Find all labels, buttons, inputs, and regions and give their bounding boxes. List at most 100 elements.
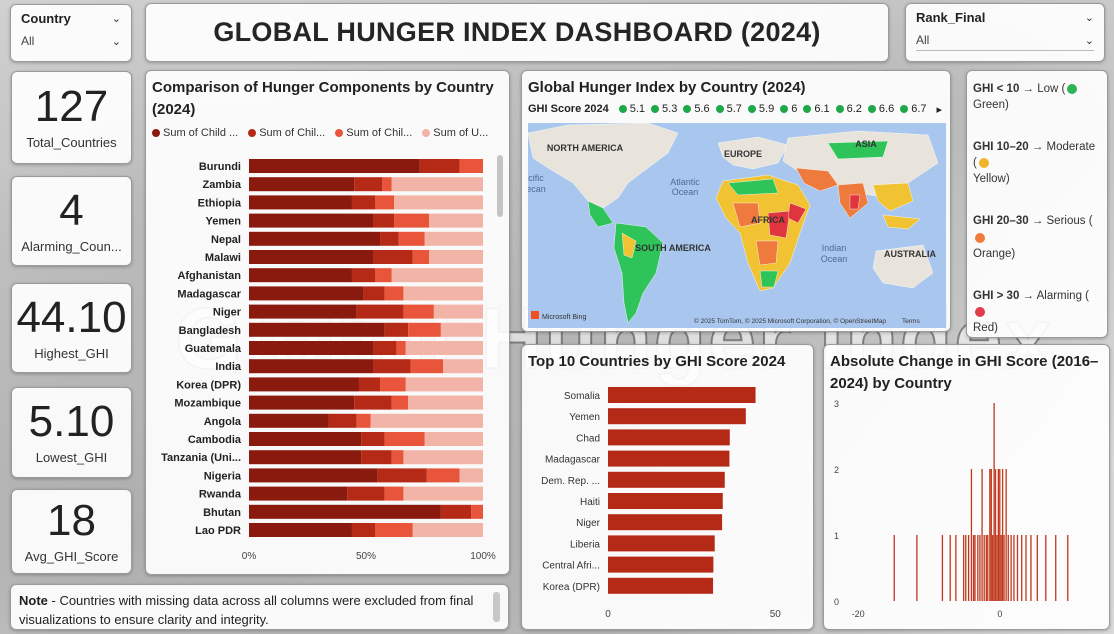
histogram-bar[interactable] bbox=[999, 469, 1001, 601]
bar-segment[interactable] bbox=[351, 268, 376, 283]
rank-slicer-value[interactable]: All bbox=[916, 33, 930, 47]
note-scrollbar[interactable] bbox=[493, 592, 500, 622]
dropdown-chevron-icon[interactable]: ⌄ bbox=[111, 35, 121, 48]
histogram-bar[interactable] bbox=[970, 469, 973, 601]
bar-segment[interactable] bbox=[249, 195, 352, 210]
world-map[interactable]: NORTH AMERICA EUROPE ASIA AFRICA SOUTH AMERI… bbox=[528, 123, 946, 328]
chevron-down-icon[interactable]: ⌄ bbox=[1084, 12, 1094, 24]
bar-segment[interactable] bbox=[471, 504, 483, 519]
bar-segment[interactable] bbox=[249, 359, 374, 374]
histogram-bar[interactable] bbox=[916, 535, 918, 601]
legend-item[interactable]: Sum of Child ... bbox=[152, 127, 238, 139]
europe-region[interactable] bbox=[717, 136, 789, 170]
bar-segment[interactable] bbox=[405, 341, 483, 355]
bar-segment[interactable] bbox=[459, 159, 483, 173]
bar-segment[interactable] bbox=[391, 177, 483, 192]
north-africa-region[interactable] bbox=[727, 178, 779, 196]
bar-segment[interactable] bbox=[249, 231, 381, 246]
map-legend-item[interactable]: 5.6 bbox=[683, 103, 710, 115]
bar-segment[interactable] bbox=[249, 395, 355, 410]
bar-segment[interactable] bbox=[249, 486, 348, 501]
middle-east-region[interactable] bbox=[795, 167, 839, 192]
bar-segment[interactable] bbox=[328, 413, 357, 428]
east-africa-alarm[interactable] bbox=[767, 210, 791, 239]
legend-item[interactable]: Sum of Chil... bbox=[335, 127, 412, 139]
south-america-highlight[interactable] bbox=[621, 232, 637, 259]
bar-segment[interactable] bbox=[424, 432, 484, 446]
histogram-bar[interactable] bbox=[1055, 535, 1057, 601]
histogram-bar[interactable] bbox=[1007, 535, 1009, 601]
histogram-bar[interactable] bbox=[1016, 535, 1019, 601]
bar-segment[interactable] bbox=[405, 377, 483, 392]
bar-segment[interactable] bbox=[394, 195, 483, 210]
bar-segment[interactable] bbox=[459, 468, 483, 483]
histogram-bar[interactable] bbox=[992, 535, 994, 601]
west-africa-region[interactable] bbox=[732, 202, 761, 228]
bar[interactable] bbox=[608, 556, 714, 573]
histogram-bar[interactable] bbox=[1003, 535, 1005, 601]
histogram-bar[interactable] bbox=[955, 535, 957, 601]
bar-segment[interactable] bbox=[408, 395, 483, 410]
bar[interactable] bbox=[608, 450, 730, 467]
legend-item[interactable]: Sum of Chil... bbox=[248, 127, 325, 139]
map-legend-item[interactable]: 5.9 bbox=[747, 103, 774, 115]
histogram-bar[interactable] bbox=[1005, 469, 1007, 601]
country-slicer-value[interactable]: All bbox=[21, 34, 35, 48]
bar-segment[interactable] bbox=[391, 395, 409, 410]
histogram-bar[interactable] bbox=[983, 535, 985, 601]
histogram-bar[interactable] bbox=[993, 403, 995, 601]
bar-segment[interactable] bbox=[384, 322, 409, 337]
histogram-bar[interactable] bbox=[1000, 535, 1002, 601]
dropdown-chevron-icon[interactable]: ⌄ bbox=[1084, 34, 1094, 47]
bar-segment[interactable] bbox=[440, 322, 483, 337]
bar-segment[interactable] bbox=[373, 359, 411, 374]
histogram-bar[interactable] bbox=[949, 535, 951, 601]
bar-segment[interactable] bbox=[398, 231, 425, 246]
bar-segment[interactable] bbox=[249, 468, 378, 483]
bar-segment[interactable] bbox=[384, 432, 425, 446]
histogram-bar[interactable] bbox=[974, 535, 976, 601]
bar-segment[interactable] bbox=[391, 268, 483, 283]
histogram-bar[interactable] bbox=[1030, 535, 1032, 601]
bar-segment[interactable] bbox=[249, 304, 357, 319]
bar-segment[interactable] bbox=[375, 523, 413, 537]
histogram-bar[interactable] bbox=[981, 469, 983, 601]
map-legend-item[interactable]: 6.6 bbox=[867, 103, 894, 115]
country-slicer[interactable]: Country ⌄ All ⌄ bbox=[10, 4, 132, 62]
bar-segment[interactable] bbox=[403, 486, 483, 501]
bar-segment[interactable] bbox=[412, 250, 430, 264]
bar-segment[interactable] bbox=[429, 213, 483, 228]
histogram-bar[interactable] bbox=[994, 469, 997, 601]
bar[interactable] bbox=[608, 535, 715, 552]
southern-africa-region[interactable] bbox=[755, 240, 779, 266]
south-africa-region[interactable] bbox=[759, 270, 779, 288]
bar-segment[interactable] bbox=[249, 377, 359, 392]
bar-segment[interactable] bbox=[433, 304, 483, 319]
bar[interactable] bbox=[608, 514, 723, 531]
bar-segment[interactable] bbox=[249, 177, 355, 192]
north-america-region[interactable] bbox=[528, 123, 679, 209]
bar-segment[interactable] bbox=[347, 486, 385, 501]
bar-segment[interactable] bbox=[408, 322, 441, 337]
south-asia-alarm[interactable] bbox=[849, 194, 861, 210]
bar-segment[interactable] bbox=[403, 450, 483, 465]
bar-segment[interactable] bbox=[354, 177, 383, 192]
bar-segment[interactable] bbox=[443, 359, 483, 374]
bar-segment[interactable] bbox=[361, 432, 385, 446]
bar-segment[interactable] bbox=[384, 286, 404, 301]
bar-segment[interactable] bbox=[249, 213, 374, 228]
bar-segment[interactable] bbox=[403, 304, 434, 319]
bar[interactable] bbox=[608, 408, 746, 425]
histogram-bar[interactable] bbox=[1045, 535, 1047, 601]
map-legend-item[interactable]: 6.2 bbox=[835, 103, 862, 115]
bar-segment[interactable] bbox=[380, 231, 399, 246]
australia-region[interactable] bbox=[872, 244, 934, 289]
bar-segment[interactable] bbox=[351, 195, 376, 210]
bar[interactable] bbox=[608, 471, 725, 488]
bar-segment[interactable] bbox=[249, 450, 362, 465]
bar-segment[interactable] bbox=[249, 322, 385, 337]
map-legend-item[interactable]: 5.3 bbox=[651, 103, 677, 115]
histogram-bar[interactable] bbox=[1067, 535, 1069, 601]
bar-segment[interactable] bbox=[356, 304, 404, 319]
histogram-bar[interactable] bbox=[893, 535, 895, 601]
